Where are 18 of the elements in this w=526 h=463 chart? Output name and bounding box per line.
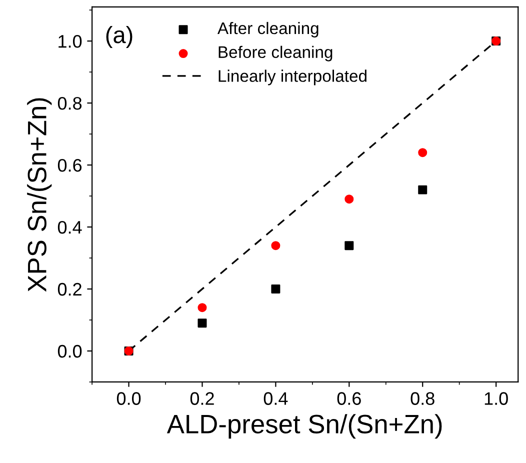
legend-label: Before cleaning: [218, 46, 332, 62]
y-tick-label: 0.6: [58, 158, 82, 172]
x-tick-label: 0.0: [116, 392, 141, 405]
y-axis-title: XPS Sn/(Sn+Zn): [27, 98, 52, 292]
y-tick-label: 1.0: [58, 34, 82, 48]
x-tick-label: 0.2: [190, 392, 214, 405]
y-tick-label: 0.8: [58, 96, 82, 110]
annotation: (a): [106, 26, 132, 48]
x-tick-label: 1.0: [484, 392, 508, 405]
x-tick-label: 0.8: [410, 392, 434, 405]
x-tick-label: 0.4: [264, 392, 288, 405]
y-tick-label: 0.4: [58, 220, 82, 234]
legend-label: Linearly interpolated: [218, 70, 366, 86]
y-tick-label: 0.2: [58, 282, 82, 296]
y-tick-label: 0.0: [58, 344, 82, 358]
legend-label: After cleaning: [217, 22, 318, 38]
x-axis-title: ALD-preset Sn/(Sn+Zn): [166, 414, 442, 439]
x-tick-label: 0.6: [337, 392, 361, 405]
